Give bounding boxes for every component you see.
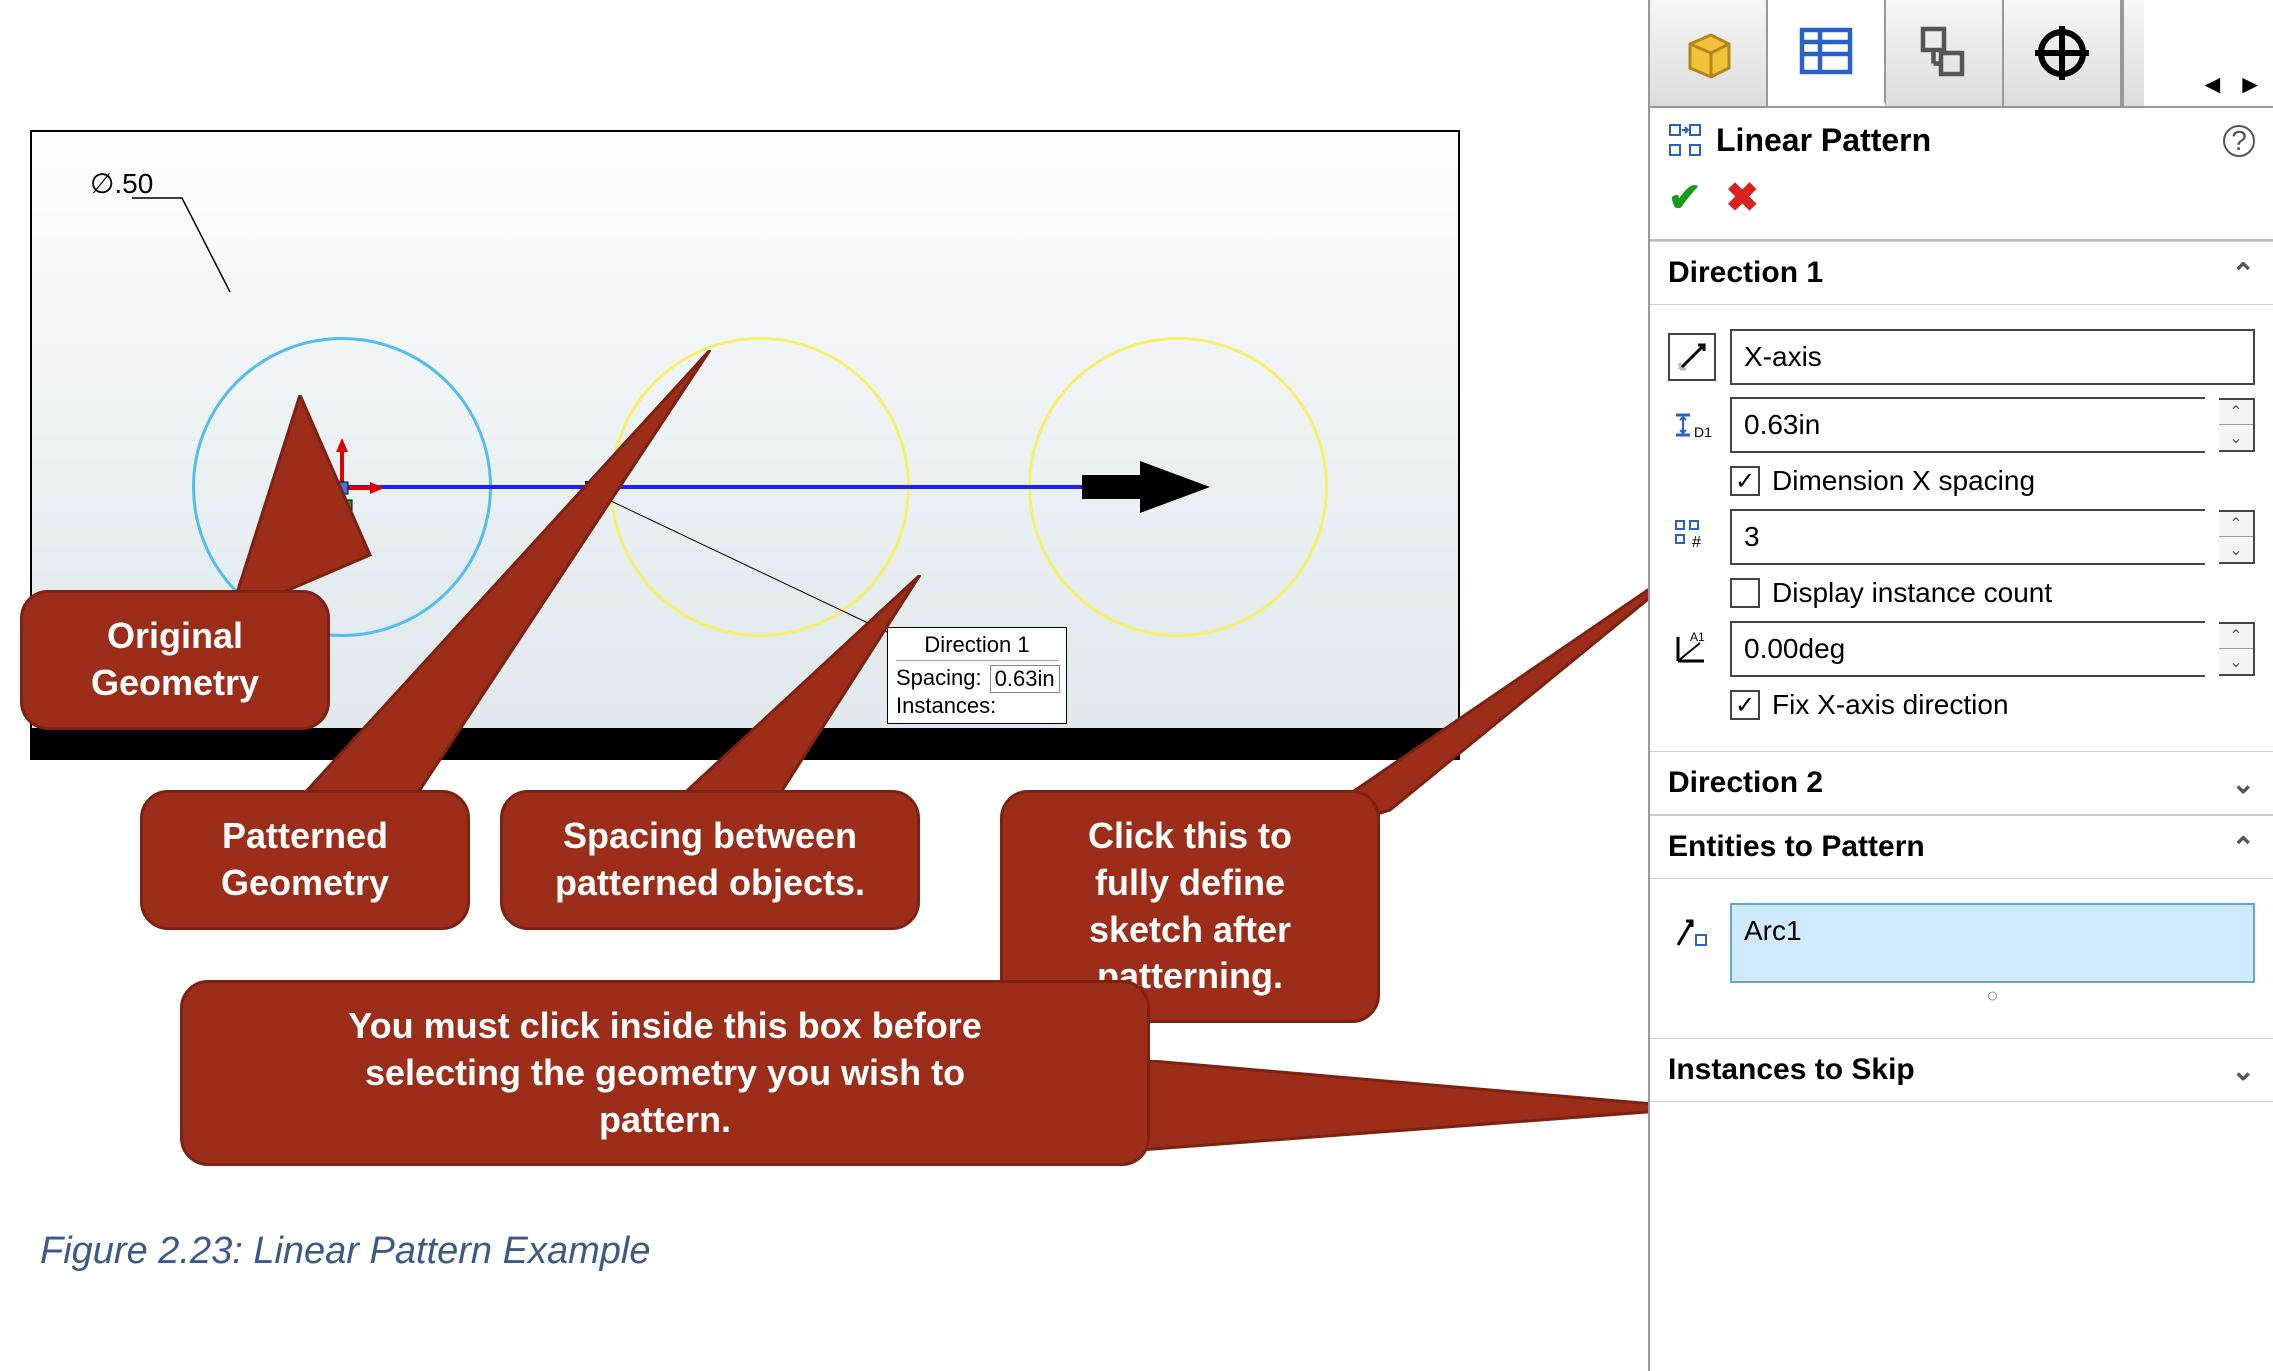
tab-scroll-right[interactable]: ► [2233, 69, 2267, 100]
dimxpert-icon [2032, 23, 2092, 83]
tab-configuration-manager[interactable] [1886, 0, 2004, 106]
linear-pattern-icon [1668, 123, 1704, 159]
callout-spacing: Spacing between patterned objects. [500, 790, 920, 930]
callout-text: You must click inside this box before se… [348, 1005, 981, 1140]
callout-text: Click this to fully define sketch after … [1088, 815, 1292, 996]
dimension-x-spacing-label: Dimension X spacing [1772, 465, 2035, 497]
configuration-manager-icon [1914, 23, 1974, 83]
property-manager-panel: ◄ ► Linear Pattern ? ✔ ✖ Direction 1 ⌃ X… [1648, 0, 2273, 1371]
feature-title-row: Linear Pattern ? [1650, 108, 2273, 169]
property-manager-icon [1796, 21, 1856, 81]
section-header-instances-skip[interactable]: Instances to Skip ⌄ [1650, 1038, 2273, 1102]
tab-scroll-arrows: ◄ ► [2144, 0, 2273, 106]
svg-text:A1: A1 [1690, 630, 1705, 644]
instance-count-input[interactable]: 3 [1730, 509, 2205, 565]
chevron-down-icon: ⌄ [2232, 767, 2255, 800]
fix-x-axis-checkbox[interactable]: ✓ [1730, 690, 1760, 720]
entities-resize-handle[interactable]: ○ [1730, 985, 2255, 1008]
ok-button[interactable]: ✔ [1668, 175, 1702, 221]
svg-text:D1: D1 [1694, 424, 1712, 440]
feature-title: Linear Pattern [1716, 122, 2211, 159]
manager-tabstrip: ◄ ► [1650, 0, 2273, 108]
entities-selection-icon [1668, 907, 1716, 955]
direction-arrow-stem [1082, 475, 1144, 499]
section-header-label: Entities to Pattern [1668, 830, 1925, 864]
diameter-leader-line [112, 196, 252, 316]
spinner-down-button[interactable]: ⌄ [2219, 537, 2253, 562]
tab-scroll-left[interactable]: ◄ [2196, 69, 2230, 100]
section-header-label: Direction 2 [1668, 766, 1823, 800]
section-body-entities: Arc1 ○ [1650, 879, 2273, 1038]
feature-manager-icon [1678, 23, 1738, 83]
tab-property-manager[interactable] [1768, 0, 1886, 106]
help-icon[interactable]: ? [2223, 125, 2255, 157]
count-spinner: ⌃ ⌄ [2219, 510, 2255, 564]
svg-text:#: # [1692, 534, 1701, 551]
section-header-label: Direction 1 [1668, 256, 1823, 290]
callout-text: Spacing between patterned objects. [555, 815, 865, 903]
tab-overflow-sliver [2122, 0, 2144, 106]
callout-patterned-geometry: Patterned Geometry [140, 790, 470, 930]
direction-axis-input[interactable]: X-axis [1730, 329, 2255, 385]
spacing-spinner: ⌃ ⌄ [2219, 398, 2255, 452]
section-header-label: Instances to Skip [1668, 1053, 1915, 1087]
chevron-up-icon: ⌃ [2232, 831, 2255, 864]
section-header-entities[interactable]: Entities to Pattern ⌃ [1650, 815, 2273, 879]
callout-text: Patterned Geometry [221, 815, 389, 903]
dimension-x-spacing-checkbox[interactable]: ✓ [1730, 466, 1760, 496]
spinner-down-button[interactable]: ⌄ [2219, 425, 2253, 450]
chevron-up-icon: ⌃ [2232, 257, 2255, 290]
instance-count-icon: # [1668, 513, 1716, 561]
ok-cancel-row: ✔ ✖ [1650, 169, 2273, 241]
tab-feature-manager[interactable] [1650, 0, 1768, 106]
tab-dimxpert-manager[interactable] [2004, 0, 2122, 106]
spinner-down-button[interactable]: ⌄ [2219, 649, 2253, 674]
section-header-direction1[interactable]: Direction 1 ⌃ [1650, 241, 2273, 305]
entity-item[interactable]: Arc1 [1744, 915, 2241, 947]
display-instance-count-checkbox[interactable] [1730, 578, 1760, 608]
callout-tail-entities [1120, 1060, 1710, 1170]
display-instance-count-label: Display instance count [1772, 577, 2052, 609]
direction-arrow-head [1140, 461, 1210, 513]
section-body-direction1: X-axis D1 0.63in ⌃ ⌄ ✓ Dimension X spaci… [1650, 305, 2273, 751]
spacing-icon: D1 [1668, 401, 1716, 449]
fix-x-axis-label: Fix X-axis direction [1772, 689, 2009, 721]
entities-selection-box[interactable]: Arc1 [1730, 903, 2255, 983]
spinner-up-button[interactable]: ⌃ [2219, 512, 2253, 537]
chevron-down-icon: ⌄ [2232, 1054, 2255, 1087]
reverse-direction-icon[interactable] [1668, 333, 1716, 381]
spinner-up-button[interactable]: ⌃ [2219, 400, 2253, 425]
spinner-up-button[interactable]: ⌃ [2219, 624, 2253, 649]
callout-text: Original Geometry [91, 615, 259, 703]
section-header-direction2[interactable]: Direction 2 ⌄ [1650, 751, 2273, 815]
angle-icon: A1 [1668, 625, 1716, 673]
spacing-input[interactable]: 0.63in [1730, 397, 2205, 453]
cancel-button[interactable]: ✖ [1726, 175, 1760, 221]
angle-spinner: ⌃ ⌄ [2219, 622, 2255, 676]
angle-input[interactable]: 0.00deg [1730, 621, 2205, 677]
callout-entities-box: You must click inside this box before se… [180, 980, 1150, 1166]
figure-caption: Figure 2.23: Linear Pattern Example [40, 1230, 650, 1273]
